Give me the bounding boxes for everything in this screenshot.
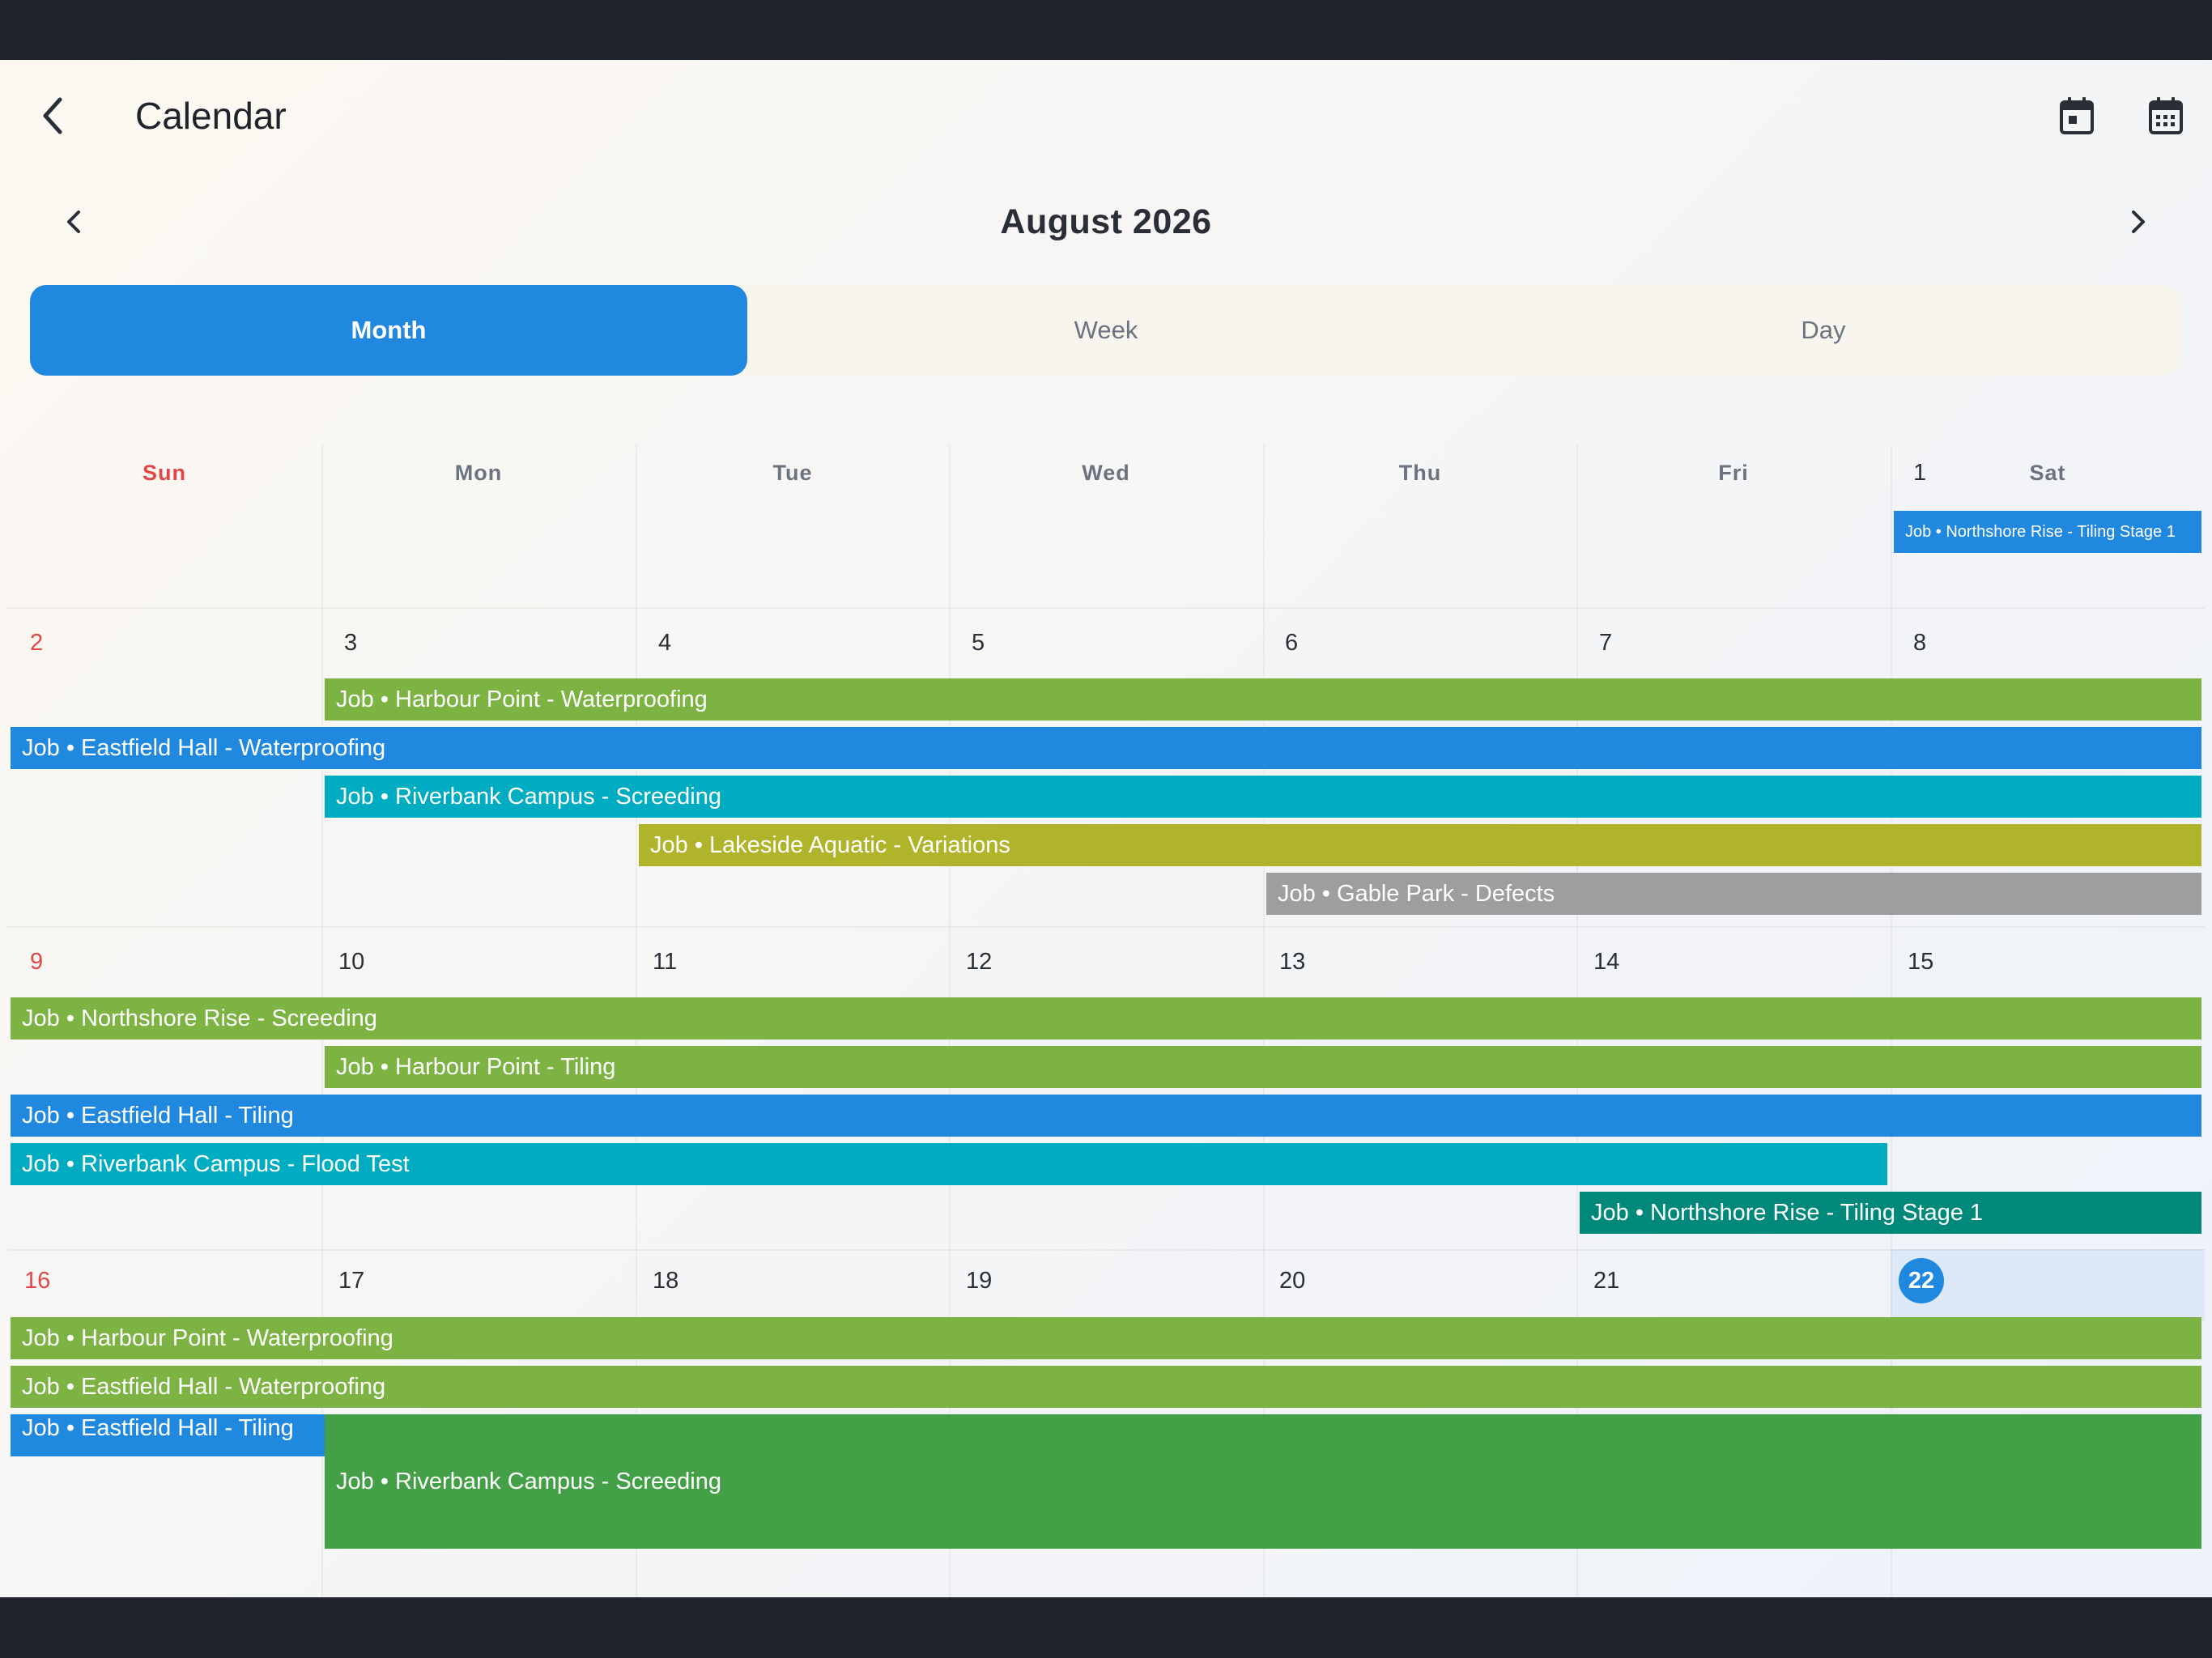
day-cell-16[interactable]: 16	[24, 1268, 51, 1294]
event-bar[interactable]: Job • Northshore Rise - Tiling Stage 1	[1580, 1192, 2201, 1234]
weekday-mon: Mon	[454, 461, 503, 485]
day-cell-1[interactable]: 1	[1913, 460, 1927, 486]
tab-day[interactable]: Day	[1801, 316, 1846, 344]
event-bar[interactable]: Job • Eastfield Hall - Waterproofing	[11, 727, 2201, 769]
previous-month-button[interactable]	[50, 198, 99, 246]
chevron-left-icon	[43, 97, 62, 134]
day-cell-4[interactable]: 4	[658, 630, 672, 656]
day-cell-22-today[interactable]: 22	[1899, 1258, 1944, 1303]
next-month-button[interactable]	[2113, 198, 2162, 246]
event-bar[interactable]: Job • Eastfield Hall - Tiling	[11, 1414, 326, 1456]
day-cell-11[interactable]: 11	[653, 949, 678, 975]
status-bar	[0, 0, 2212, 60]
page-title: Calendar	[135, 95, 287, 137]
chevron-right-icon	[2132, 210, 2145, 233]
weekday-thu: Thu	[1398, 461, 1442, 485]
day-cell-10[interactable]: 10	[338, 949, 365, 975]
day-cell-9[interactable]: 9	[30, 949, 44, 975]
event-bar[interactable]: Job • Eastfield Hall - Tiling	[11, 1095, 2201, 1137]
day-cell-12[interactable]: 12	[966, 949, 993, 975]
day-cell-2[interactable]: 2	[30, 630, 44, 656]
event-bar[interactable]: Job • Northshore Rise - Screeding	[11, 997, 2201, 1039]
weekday-fri: Fri	[1718, 461, 1749, 485]
event-bar[interactable]: Job • Northshore Rise - Tiling Stage 1	[1894, 511, 2201, 553]
day-cell-17[interactable]: 17	[338, 1268, 365, 1294]
event-bar[interactable]: Job • Lakeside Aquatic - Variations	[639, 824, 2201, 866]
weekday-sun: Sun	[143, 461, 186, 485]
day-cell-18[interactable]: 18	[653, 1268, 679, 1294]
chevron-left-icon	[67, 210, 80, 233]
calendar-today-icon	[2060, 97, 2094, 134]
home-indicator-bar	[0, 1597, 2212, 1658]
back-button[interactable]	[24, 84, 83, 147]
month-view-button[interactable]	[2138, 84, 2194, 147]
event-bar[interactable]: Job • Harbour Point - Tiling	[325, 1046, 2201, 1088]
calendar-month-icon	[2149, 97, 2183, 134]
weekday-wed: Wed	[1082, 461, 1130, 485]
day-cell-3[interactable]: 3	[344, 630, 358, 656]
day-cell-5[interactable]: 5	[972, 630, 985, 656]
event-bar[interactable]: Job • Harbour Point - Waterproofing	[325, 678, 2201, 721]
day-cell-21[interactable]: 21	[1593, 1268, 1620, 1294]
today-button[interactable]	[2048, 84, 2105, 147]
month-title: August 2026	[1000, 202, 1212, 241]
day-cell-20[interactable]: 20	[1279, 1268, 1306, 1294]
day-cell-6[interactable]: 6	[1285, 630, 1299, 656]
day-cell-14[interactable]: 14	[1593, 949, 1620, 975]
weekday-sat: Sat	[2029, 461, 2066, 485]
day-cell-8[interactable]: 8	[1913, 630, 1927, 656]
day-cell-13[interactable]: 13	[1279, 949, 1306, 975]
event-bar[interactable]: Job • Riverbank Campus - Screeding	[325, 1414, 2201, 1549]
day-cell-15[interactable]: 15	[1908, 949, 1934, 975]
event-bar[interactable]: Job • Riverbank Campus - Flood Test	[11, 1143, 1887, 1185]
tab-month[interactable]: Month	[30, 285, 747, 376]
view-switcher: Month Week Day	[30, 285, 2182, 376]
event-bar[interactable]: Job • Eastfield Hall - Waterproofing	[11, 1366, 2201, 1408]
event-bar[interactable]: Job • Harbour Point - Waterproofing	[11, 1317, 2201, 1359]
event-bar[interactable]: Job • Gable Park - Defects	[1266, 873, 2201, 915]
weekday-tue: Tue	[772, 461, 813, 485]
calendar-app: Calendar August 2026	[0, 60, 2212, 1597]
day-cell-19[interactable]: 19	[966, 1268, 993, 1294]
tab-week[interactable]: Week	[1074, 316, 1138, 344]
event-bar[interactable]: Job • Riverbank Campus - Screeding	[325, 776, 2201, 818]
day-cell-7[interactable]: 7	[1599, 630, 1613, 656]
